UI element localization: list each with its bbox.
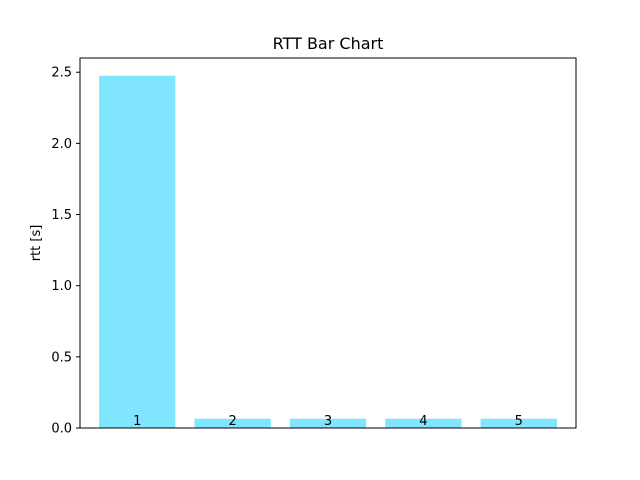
y-axis-label: rtt [s] xyxy=(29,225,44,262)
bar-label-5: 5 xyxy=(515,414,523,429)
bar-5 xyxy=(480,418,557,428)
bar-labels-group: 1 2 3 4 5 xyxy=(133,414,523,429)
y-tick-label: 2.0 xyxy=(51,137,72,152)
bar-label-3: 3 xyxy=(324,414,332,429)
y-tick-label: 0.5 xyxy=(51,350,72,365)
bar-label-1: 1 xyxy=(133,414,141,429)
chart-title: RTT Bar Chart xyxy=(273,34,384,53)
bar-label-2: 2 xyxy=(228,414,236,429)
bar-label-4: 4 xyxy=(419,414,427,429)
y-tick-label: 2.5 xyxy=(51,66,72,81)
y-axis-ticks: 0.0 0.5 1.0 1.5 2.0 2.5 xyxy=(51,66,80,437)
y-tick-label: 0.0 xyxy=(51,422,72,437)
bar-4 xyxy=(385,418,462,428)
y-tick-label: 1.0 xyxy=(51,279,72,294)
bars-group xyxy=(99,75,557,428)
bar-2 xyxy=(194,418,271,428)
bar-1 xyxy=(99,75,176,428)
plot-frame xyxy=(79,57,577,429)
y-tick-label: 1.5 xyxy=(51,208,72,223)
bar-3 xyxy=(289,418,367,428)
